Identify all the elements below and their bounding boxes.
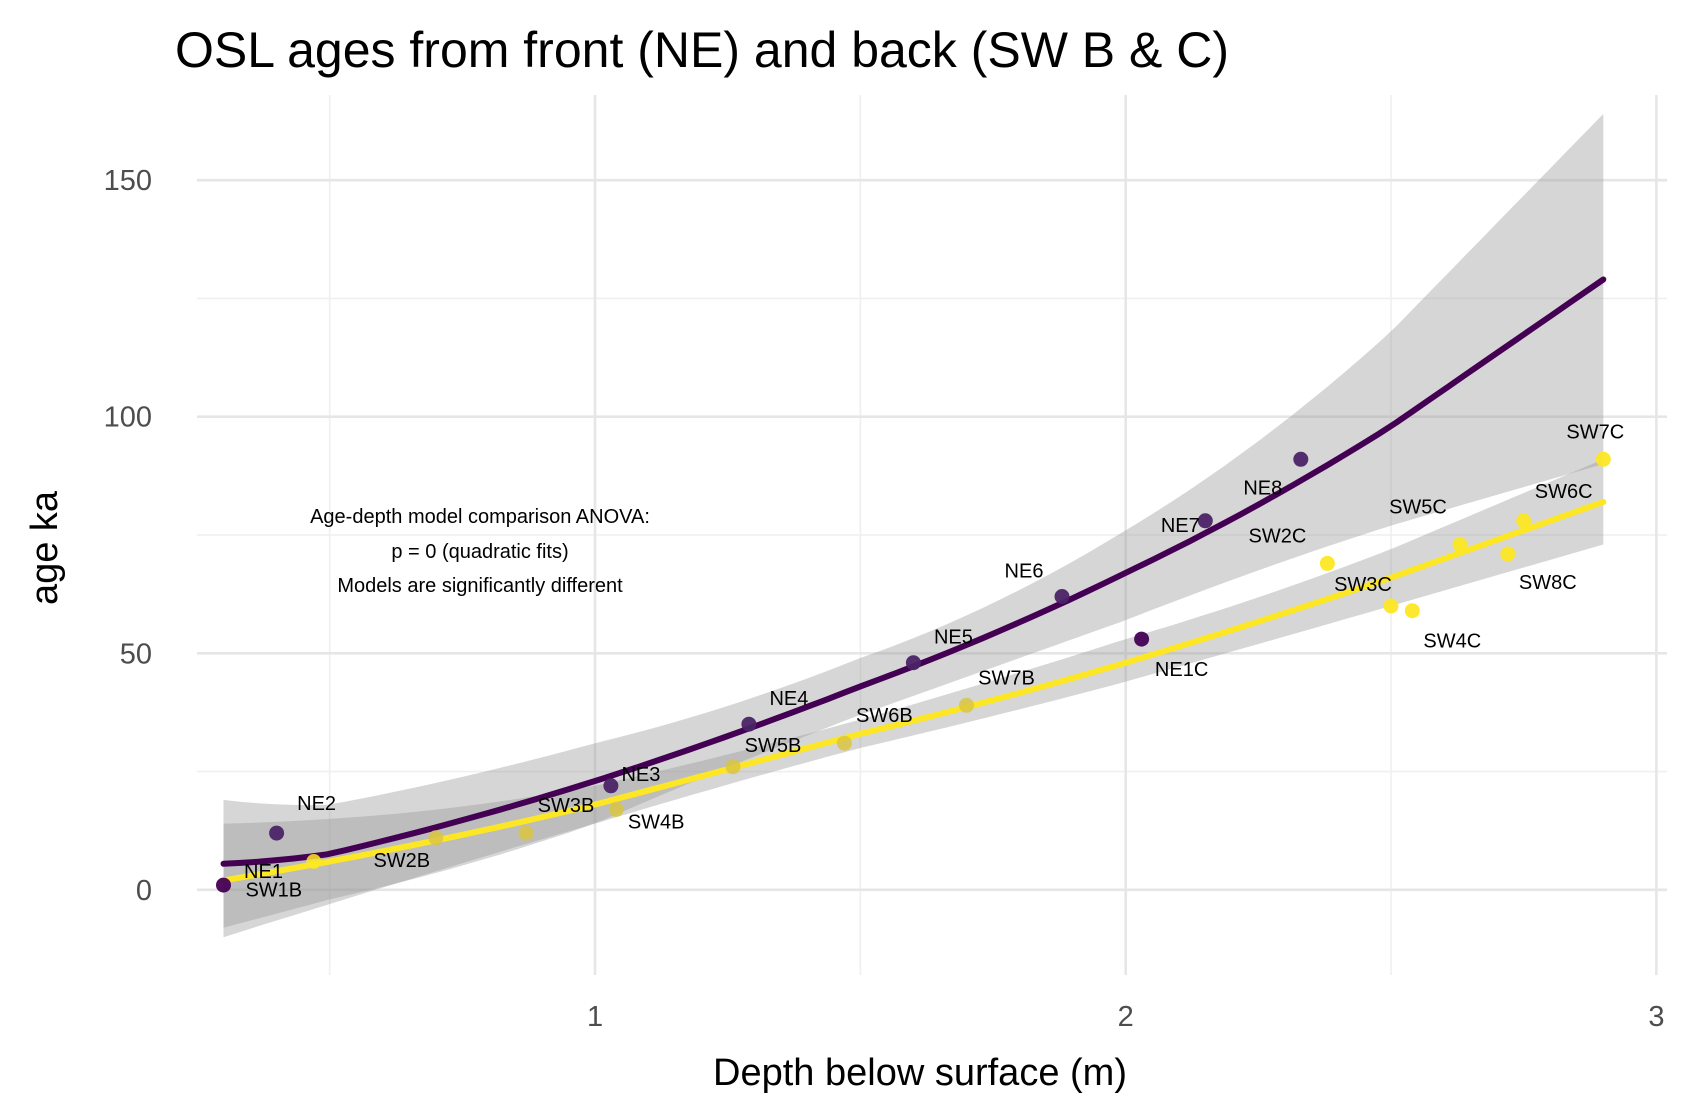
point-ne2 — [269, 825, 285, 841]
point-sw3b — [518, 825, 534, 841]
point-sw8c — [1500, 546, 1516, 562]
point-sw5c — [1452, 537, 1468, 552]
x-tick-label-1: 2 — [1118, 1001, 1134, 1033]
y-tick-label-1: 50 — [120, 638, 152, 670]
point-sw2b — [428, 830, 444, 846]
x-tick-label-0: 1 — [587, 1001, 603, 1033]
point-label-ne1c: NE1C — [1155, 659, 1208, 681]
point-label-sw4b: SW4B — [628, 811, 685, 833]
x-tick-label-2: 3 — [1648, 1001, 1664, 1033]
point-label-sw6c: SW6C — [1535, 481, 1593, 503]
point-sw4b — [608, 801, 624, 817]
point-label-sw6b: SW6B — [856, 705, 913, 727]
point-label-ne8: NE8 — [1243, 477, 1282, 499]
point-label-ne6: NE6 — [1005, 561, 1044, 583]
point-ne3 — [603, 778, 619, 794]
point-sw5b — [725, 759, 741, 775]
y-tick-label-3: 150 — [104, 165, 152, 197]
point-label-ne5: NE5 — [934, 627, 973, 649]
y-tick-label-2: 100 — [104, 402, 152, 434]
chart-title: OSL ages from front (NE) and back (SW B … — [175, 22, 1229, 78]
annotation-line-0: Age-depth model comparison ANOVA: — [310, 506, 650, 528]
point-labels: NE1 NE2 NE3 NE4 NE5 NE6 NE1C NE7 NE8 SW1B SW2B SW3B… — [244, 421, 1624, 901]
point-ne4 — [741, 716, 757, 732]
point-sw6b — [836, 735, 852, 751]
point-sw7c — [1595, 451, 1611, 467]
point-ne5 — [905, 655, 921, 671]
annotation-line-1: p = 0 (quadratic fits) — [391, 541, 568, 563]
point-sw6c — [1516, 513, 1532, 529]
point-label-sw3b: SW3B — [538, 795, 595, 817]
point-ne1 — [216, 877, 231, 893]
point-label-ne4: NE4 — [769, 688, 808, 710]
point-sw4c — [1404, 603, 1420, 619]
annotation-line-2: Models are significantly different — [337, 575, 623, 597]
point-label-sw2b: SW2B — [373, 850, 430, 872]
point-label-sw8c: SW8C — [1519, 572, 1577, 594]
point-label-sw4c: SW4C — [1423, 631, 1481, 653]
fit-line-sw — [220, 498, 1607, 884]
y-tick-label-0: 0 — [136, 875, 152, 907]
point-sw2c — [1319, 555, 1335, 571]
point-ne8 — [1293, 451, 1309, 467]
axis-ticks: 1 2 3 0 50 100 150 — [104, 165, 1665, 1033]
point-label-sw7c: SW7C — [1566, 421, 1624, 443]
point-label-ne1: NE1 — [244, 861, 283, 883]
data-points — [216, 451, 1611, 893]
point-label-sw5c: SW5C — [1389, 497, 1447, 519]
point-sw7b — [959, 697, 974, 713]
point-label-sw1b: SW1B — [245, 880, 302, 902]
anova-annotation: Age-depth model comparison ANOVA: p = 0 (… — [310, 506, 650, 597]
y-axis-title: age ka — [24, 490, 66, 605]
point-sw1b — [306, 854, 322, 869]
point-label-ne2: NE2 — [297, 793, 336, 815]
point-ne6 — [1054, 589, 1070, 604]
point-label-sw5b: SW5B — [745, 735, 802, 757]
x-axis-title: Depth below surface (m) — [713, 1052, 1127, 1094]
point-ne7 — [1197, 513, 1213, 529]
ci-band-sw — [223, 459, 1604, 938]
point-label-sw3c: SW3C — [1334, 574, 1392, 596]
point-sw3c — [1383, 598, 1399, 614]
point-label-sw7b: SW7B — [978, 667, 1035, 689]
point-label-ne7: NE7 — [1161, 515, 1200, 537]
point-label-ne3: NE3 — [621, 764, 660, 786]
point-label-sw2c: SW2C — [1249, 525, 1307, 547]
point-ne1c — [1134, 631, 1150, 647]
plot-grid — [197, 95, 1667, 975]
